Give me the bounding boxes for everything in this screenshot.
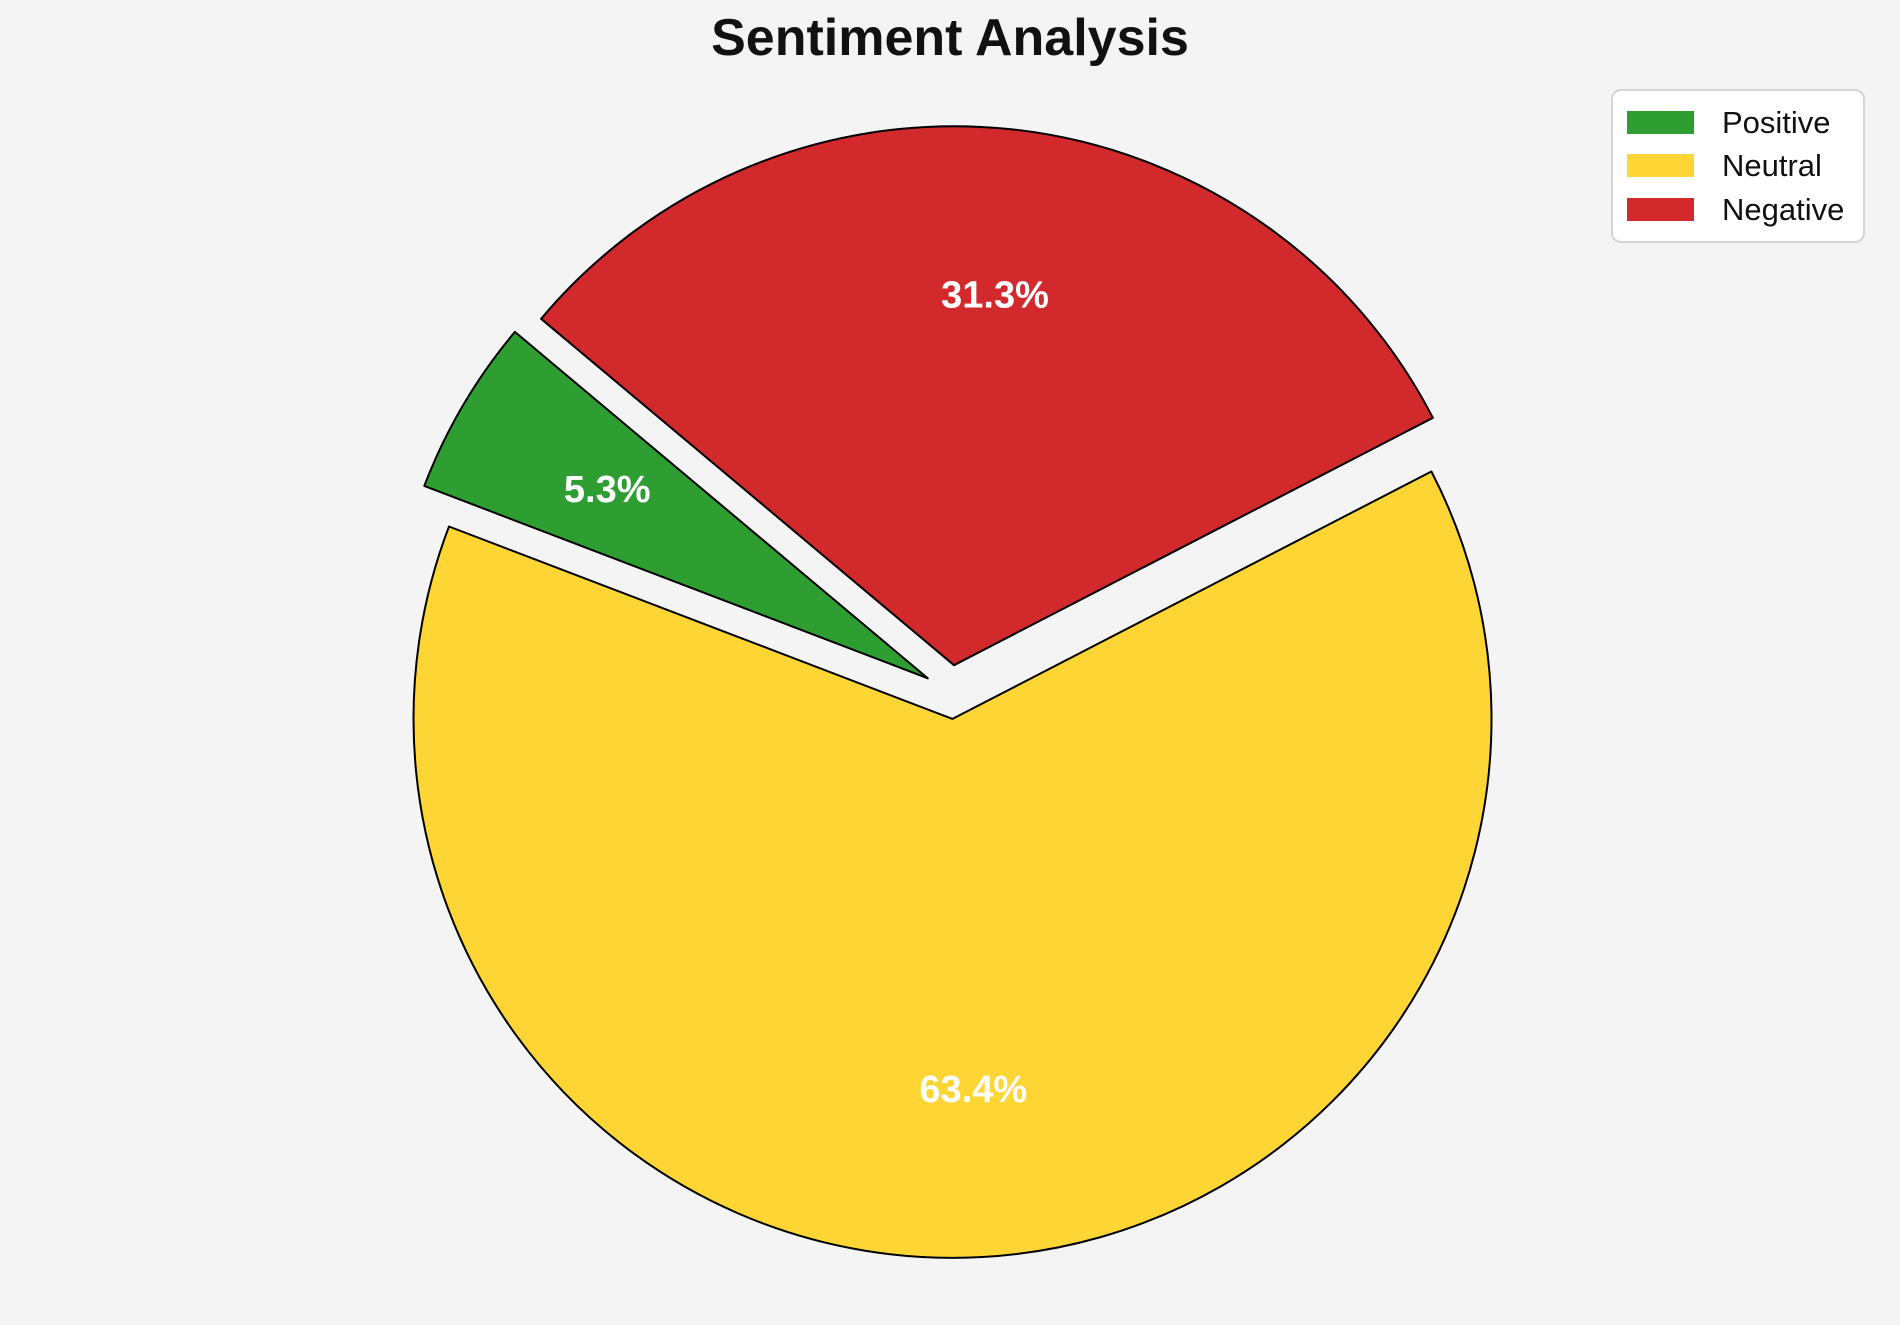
legend-label-neutral: Neutral [1722,148,1822,184]
legend-swatch-negative [1627,197,1694,221]
legend-swatch-neutral [1627,154,1694,178]
pie-slice-neutral [412,470,1493,1259]
chart-title: Sentiment Analysis [711,9,1189,67]
pie-slice-negative [540,125,1434,667]
legend-label-negative: Negative [1722,191,1845,227]
legend: Positive Neutral Negative [1611,89,1865,243]
pct-label-neutral: 63.4% [919,1069,1027,1111]
pct-label-positive: 5.3% [564,469,651,511]
legend-item-neutral: Neutral [1627,144,1847,187]
legend-item-negative: Negative [1627,188,1847,231]
pct-label-negative: 31.3% [941,275,1049,317]
pie-slice-positive [423,330,929,680]
legend-item-positive: Positive [1627,101,1847,144]
legend-swatch-positive [1627,111,1694,135]
legend-label-positive: Positive [1722,105,1831,141]
